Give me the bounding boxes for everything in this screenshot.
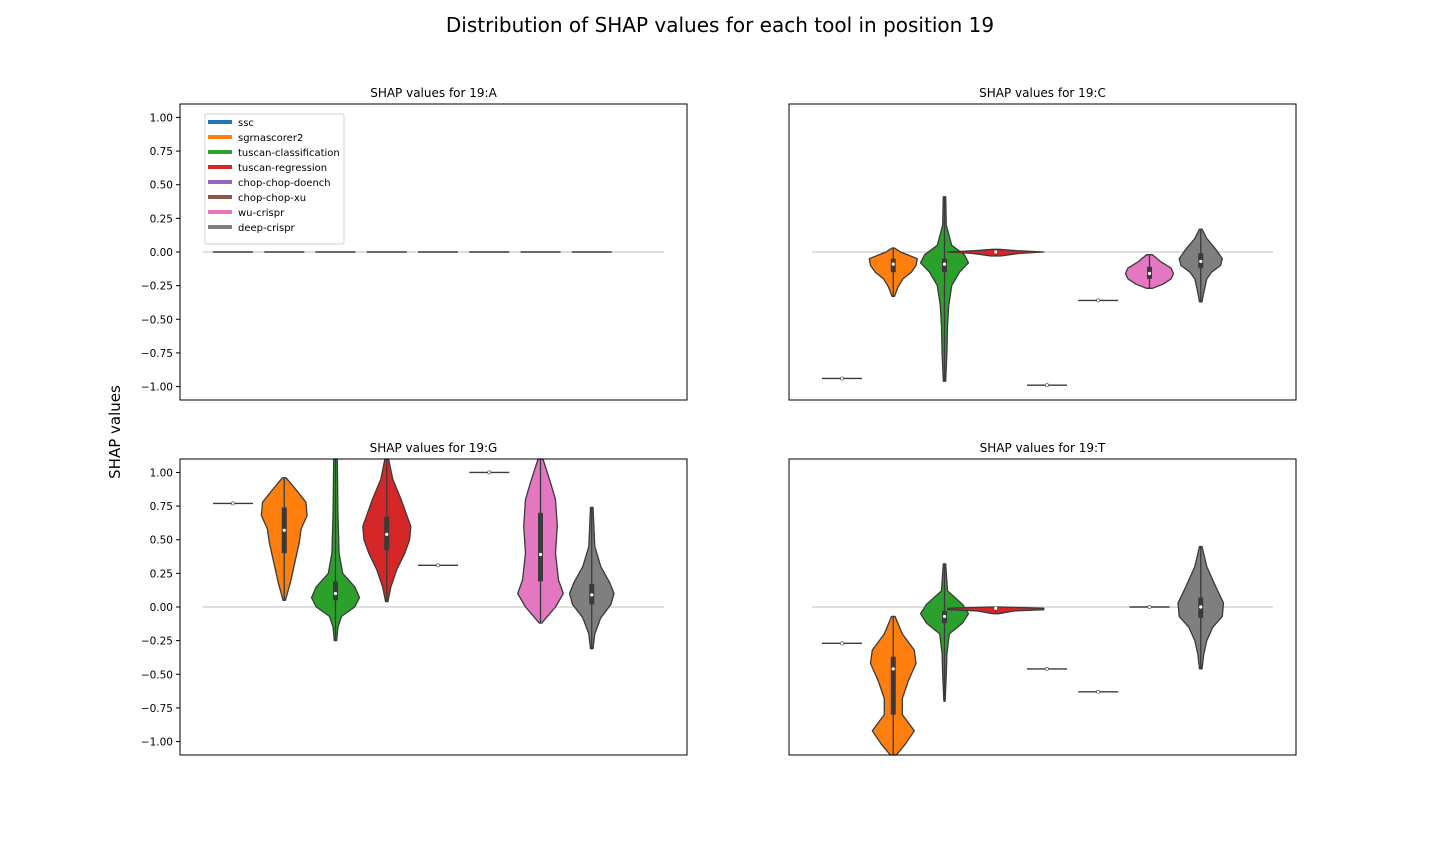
- violin-median: [385, 532, 389, 536]
- legend-label-chop-chop-xu: chop-chop-xu: [238, 193, 306, 204]
- y-tick-label: −0.25: [141, 636, 173, 648]
- violin-deep-crispr: [568, 506, 615, 650]
- violin-median: [1045, 383, 1049, 388]
- violin-tuscan-regression: [947, 606, 1045, 615]
- y-tick-label: 0.50: [150, 180, 173, 192]
- violin-tuscan-regression: [947, 248, 1045, 257]
- violin-median: [282, 528, 286, 532]
- violin-tuscan-classification: [310, 458, 361, 642]
- violin-median: [891, 667, 895, 671]
- violin-median: [231, 501, 235, 506]
- violin-sgrnascorer2: [869, 615, 917, 756]
- panel-3: SHAP values for 19:G 1.00 0.75 0.50 0.25 0.00…: [141, 441, 688, 756]
- violin-deep-crispr: [1178, 228, 1223, 303]
- violin-wu-crispr: [1129, 605, 1170, 609]
- violin-median: [840, 376, 844, 381]
- violin-median: [436, 563, 440, 568]
- violin-iqr-box: [538, 512, 543, 582]
- y-tick-label: −0.25: [141, 281, 173, 293]
- violin-chop-chop-doench: [1027, 383, 1067, 388]
- violin-chop-chop-doench: [1027, 666, 1067, 671]
- panel-frame: [179, 103, 688, 401]
- legend-label-tuscan-classification: tuscan-classification: [238, 148, 340, 159]
- violin-median: [538, 552, 543, 557]
- panel-title: SHAP values for 19:T: [980, 441, 1106, 455]
- y-axis-label: SHAP values: [106, 385, 124, 479]
- figure-title: Distribution of SHAP values for each too…: [446, 13, 994, 37]
- panel-title: SHAP values for 19:A: [370, 86, 497, 100]
- violin-iqr-box: [890, 656, 896, 715]
- violin-median: [590, 593, 594, 597]
- y-tick-label: −1.00: [141, 382, 173, 394]
- y-tick-label: 1.00: [150, 112, 173, 124]
- violin-tuscan-classification: [919, 563, 970, 702]
- violin-median: [1147, 271, 1152, 276]
- violin-median: [942, 614, 947, 619]
- y-tick-label: 1.00: [150, 467, 173, 479]
- violin-median: [840, 641, 844, 646]
- legend-label-chop-chop-doench: chop-chop-doench: [238, 178, 331, 189]
- panel-2: SHAP values for 19:C: [788, 86, 1297, 401]
- violin-median: [1199, 259, 1203, 264]
- y-tick-label: −0.75: [141, 703, 173, 715]
- legend-label-sgrnascorer2: sgrnascorer2: [238, 133, 303, 144]
- y-tick-label: 0.00: [150, 247, 173, 259]
- legend-label-wu-crispr: wu-crispr: [238, 208, 285, 219]
- violin-median: [1199, 605, 1203, 609]
- y-tick-label: 0.00: [150, 602, 173, 614]
- panel-frame: [788, 103, 1297, 401]
- y-tick-label: −1.00: [141, 737, 173, 749]
- y-tick-label: 0.25: [150, 568, 173, 580]
- panel-title: SHAP values for 19:G: [370, 441, 498, 455]
- violin-median: [1096, 689, 1101, 694]
- violin-median: [1045, 666, 1049, 671]
- violin-tuscan-classification: [919, 196, 970, 382]
- violin-deep-crispr: [1177, 545, 1225, 670]
- y-tick-label: −0.50: [141, 314, 173, 326]
- violin-median: [333, 591, 338, 596]
- y-tick-label: 0.75: [150, 146, 173, 158]
- y-tick-label: −0.50: [141, 669, 173, 681]
- legend: ssc sgrnascorer2 tuscan-classification tusc…: [204, 113, 345, 245]
- violin-ssc: [822, 376, 862, 381]
- panel-1: SHAP values for 19:A 1.00 0.75 0.50 0.25 0.00…: [141, 86, 688, 401]
- y-tick-label: 0.50: [150, 535, 173, 547]
- legend-label-deep-crispr: deep-crispr: [238, 223, 296, 234]
- violin-chop-chop-xu: [469, 470, 510, 475]
- panel-frame: [179, 458, 688, 756]
- violin-chop-chop-xu: [1078, 298, 1119, 303]
- violin-median: [994, 606, 998, 610]
- violin-chop-chop-xu: [1078, 689, 1119, 694]
- y-tick-label: −0.75: [141, 348, 173, 360]
- violin-sgrnascorer2: [868, 247, 918, 298]
- panel-4: SHAP values for 19:T: [788, 441, 1297, 756]
- legend-label-ssc: ssc: [238, 118, 254, 129]
- y-tick-label: 0.75: [150, 501, 173, 513]
- legend-label-tuscan-regression: tuscan-regression: [238, 163, 327, 174]
- violin-median: [1096, 298, 1101, 303]
- violin-median: [994, 250, 998, 254]
- violin-ssc: [822, 641, 862, 646]
- violin-median: [487, 470, 492, 475]
- panel-frame: [788, 458, 1297, 756]
- violin-tuscan-regression: [362, 458, 412, 603]
- panel-title: SHAP values for 19:C: [979, 86, 1106, 100]
- violin-median: [1147, 605, 1152, 609]
- violin-wu-crispr: [1124, 254, 1175, 289]
- panels-group: SHAP values for 19:A 1.00 0.75 0.50 0.25 0.00…: [141, 86, 1297, 756]
- violin-median: [891, 262, 895, 266]
- violin-chop-chop-doench: [418, 563, 458, 568]
- violin-sgrnascorer2: [260, 477, 308, 601]
- y-tick-label: 0.25: [150, 213, 173, 225]
- violin-iqr-box: [333, 581, 338, 601]
- legend-frame: [204, 113, 345, 245]
- violin-median: [942, 262, 947, 266]
- violin-ssc: [213, 501, 253, 506]
- violin-wu-crispr: [517, 458, 564, 624]
